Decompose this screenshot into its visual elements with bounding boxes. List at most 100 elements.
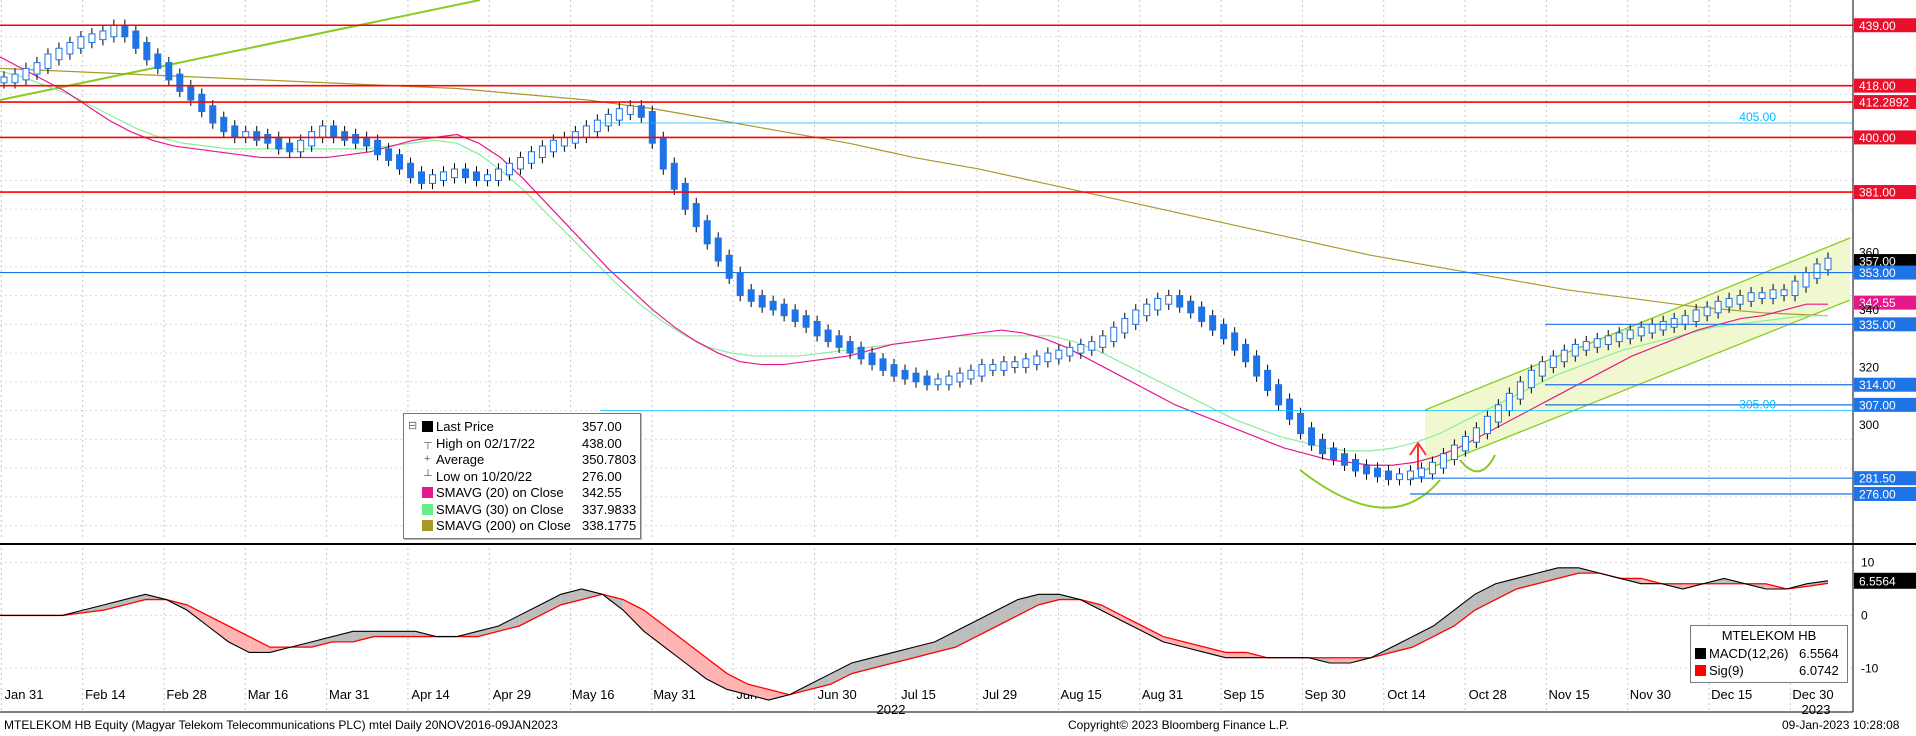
macd-fill (228, 626, 250, 653)
level-inline-label: 305.00 (1739, 398, 1776, 412)
macd-fill (186, 604, 208, 626)
candle-body (1121, 318, 1129, 334)
sig-swatch-icon (1695, 665, 1706, 676)
price-tag: 314.00 (1854, 377, 1916, 392)
macd-fill (997, 599, 1018, 626)
candle-body (901, 369, 909, 380)
candle-body (1637, 326, 1645, 337)
macd-fill (1121, 615, 1143, 632)
candle-body (967, 369, 975, 380)
price-candles (0, 19, 1832, 486)
candle-body (846, 341, 854, 354)
candle-body (1439, 453, 1447, 469)
collapse-icon[interactable]: ⊟ (408, 420, 418, 432)
candle-body (1165, 295, 1173, 305)
macd-fill (124, 594, 146, 605)
price-tag: 281.50 (1854, 471, 1916, 486)
price-tag-bg (1854, 95, 1916, 110)
macd-tick-label: 0 (1861, 608, 1868, 622)
sig-value: 6.0742 (1799, 663, 1839, 678)
candle-body (1604, 335, 1612, 345)
candle-body (934, 378, 942, 386)
price-tag: 342.55 (1854, 295, 1916, 310)
candle-body (483, 174, 491, 182)
candle-body (110, 24, 118, 38)
x-tick-label: May 16 (572, 687, 615, 702)
x-tick-label: Feb 28 (166, 687, 206, 702)
macd-fill (519, 604, 541, 626)
candle-body (736, 272, 744, 297)
candle-body (1758, 292, 1766, 299)
candle-body (1780, 289, 1788, 297)
price-panel-bg (0, 0, 1853, 542)
candle-body (1472, 427, 1480, 443)
candle-body (55, 47, 63, 61)
candle-body (1022, 358, 1030, 368)
candle-body (1373, 467, 1381, 478)
x-tick-label: Oct 28 (1469, 687, 1507, 702)
candle-body (1670, 318, 1678, 328)
legend-label: Low on 10/20/22 (436, 468, 533, 484)
candle-body (352, 134, 360, 144)
candle-body (165, 62, 173, 81)
candle-body (549, 139, 557, 153)
price-tag-bg (1854, 486, 1916, 501)
x-tick-label: Dec 15 (1711, 687, 1752, 702)
candle-body (407, 162, 415, 179)
macd-fill (1412, 626, 1434, 648)
candle-body (0, 76, 8, 84)
candle-body (1352, 458, 1360, 472)
macd-fill (1495, 578, 1517, 600)
y-tick-label: 300 (1859, 418, 1879, 432)
macd-fill (249, 636, 271, 653)
candle-body (363, 136, 371, 147)
macd-fill (353, 631, 374, 642)
y-tick-label: 360 (1859, 245, 1879, 259)
macd-fill (1557, 567, 1579, 579)
price-tag-bg (1854, 78, 1916, 93)
candle-body (714, 237, 722, 262)
macd-legend-title: MTELEKOM HB (1721, 628, 1817, 643)
macd-fill (934, 631, 956, 653)
macd-fill (623, 599, 644, 632)
candle-body (1253, 355, 1261, 377)
x-tick-label: Jul 15 (901, 687, 936, 702)
legend-label: Last Price (436, 419, 494, 434)
macd-fill (706, 657, 728, 690)
macd-swatch-icon (1695, 648, 1706, 659)
candle-body (1450, 444, 1458, 460)
candle-body (231, 125, 239, 138)
candle-body (11, 73, 19, 84)
candle-body (429, 174, 437, 184)
macd-tick-label: -10 (1861, 661, 1879, 675)
candle-body (132, 30, 140, 49)
macd-fill (311, 636, 333, 648)
price-tag-label: 314.00 (1859, 378, 1896, 392)
candle-body (396, 154, 404, 170)
candle-body (1582, 341, 1590, 351)
candle-body (374, 139, 382, 156)
legend-row: SMAVG (30) on Close 337.9833 (404, 502, 640, 517)
price-tag-label: 353.00 (1859, 266, 1896, 280)
macd-fill (1163, 636, 1185, 648)
candle-body (1769, 289, 1777, 299)
price-tag: 335.00 (1854, 317, 1916, 332)
candle-body (1549, 355, 1557, 368)
candle-body (286, 142, 294, 153)
candle-body (1648, 323, 1656, 334)
legend-value: 438.00 (582, 435, 622, 451)
candle-body (1626, 329, 1634, 340)
price-tag: 400.00 (1854, 130, 1916, 145)
candle-body (1297, 412, 1305, 435)
candle-body (1571, 343, 1579, 357)
x-tick-label: Oct 14 (1387, 687, 1425, 702)
trendline-top-left (0, 0, 481, 101)
candle-body (1428, 461, 1436, 475)
candle-body (33, 62, 41, 75)
candle-body (1714, 300, 1722, 314)
candle-body (593, 119, 601, 133)
candle-body (1077, 343, 1085, 354)
candle-body (88, 33, 96, 44)
candle-body (494, 168, 502, 182)
candle-body (912, 372, 920, 383)
